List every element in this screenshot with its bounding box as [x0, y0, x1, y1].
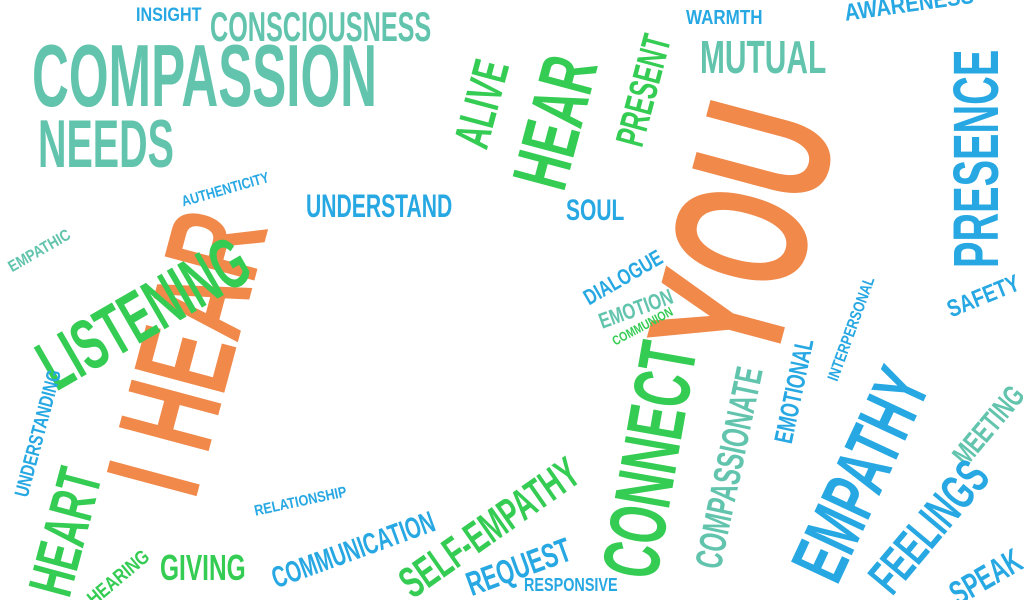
- word-awareness: AWARENESS: [842, 0, 976, 27]
- word-relationship: RELATIONSHIP: [252, 483, 349, 520]
- word-giving: GIVING: [160, 547, 246, 588]
- word-warmth: WARMTH: [686, 7, 763, 29]
- word-speak: SPEAK: [943, 541, 1024, 600]
- word-empathic: EMPATHIC: [5, 226, 74, 276]
- word-soul: SOUL: [566, 194, 625, 227]
- word-authenticity: AUTHENTICITY: [179, 169, 272, 211]
- word-responsive: RESPONSIVE: [524, 575, 618, 595]
- word-presence: PRESENCE: [940, 49, 1012, 268]
- word-understand: UNDERSTAND: [306, 188, 453, 224]
- word-compassion: COMPASSION: [32, 26, 378, 125]
- word-safety: SAFETY: [943, 269, 1024, 324]
- word-consciousness: CONSCIOUSNESS: [210, 3, 432, 50]
- word-mutual: MUTUAL: [700, 31, 827, 83]
- word-insight: INSIGHT: [136, 5, 202, 26]
- word-needs: NEEDS: [38, 106, 174, 182]
